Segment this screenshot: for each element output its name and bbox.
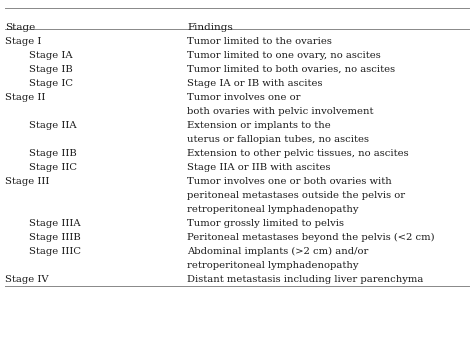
Text: Stage IB: Stage IB [29, 65, 73, 74]
Text: Abdominal implants (>2 cm) and/or: Abdominal implants (>2 cm) and/or [187, 247, 369, 256]
Text: Stage IIIA: Stage IIIA [29, 219, 80, 228]
Text: Stage IIIB: Stage IIIB [29, 233, 81, 242]
Text: Tumor limited to both ovaries, no ascites: Tumor limited to both ovaries, no ascite… [187, 65, 395, 74]
Text: Tumor limited to one ovary, no ascites: Tumor limited to one ovary, no ascites [187, 51, 381, 60]
Text: Distant metastasis including liver parenchyma: Distant metastasis including liver paren… [187, 275, 424, 284]
Text: Stage IV: Stage IV [5, 275, 49, 284]
Text: Stage IIC: Stage IIC [29, 163, 77, 172]
Text: Stage II: Stage II [5, 93, 46, 102]
Text: Tumor grossly limited to pelvis: Tumor grossly limited to pelvis [187, 219, 344, 228]
Text: Stage: Stage [5, 23, 35, 32]
Text: retroperitoneal lymphadenopathy: retroperitoneal lymphadenopathy [187, 205, 359, 214]
Text: Stage IA or IB with ascites: Stage IA or IB with ascites [187, 79, 323, 88]
Text: retroperitoneal lymphadenopathy: retroperitoneal lymphadenopathy [187, 261, 359, 270]
Text: uterus or fallopian tubes, no ascites: uterus or fallopian tubes, no ascites [187, 135, 369, 144]
Text: Stage IA: Stage IA [29, 51, 73, 60]
Text: Stage I: Stage I [5, 37, 41, 46]
Text: Extension or implants to the: Extension or implants to the [187, 121, 331, 130]
Text: Tumor involves one or both ovaries with: Tumor involves one or both ovaries with [187, 177, 392, 186]
Text: Stage IC: Stage IC [29, 79, 73, 88]
Text: Peritoneal metastases beyond the pelvis (<2 cm): Peritoneal metastases beyond the pelvis … [187, 233, 435, 242]
Text: both ovaries with pelvic involvement: both ovaries with pelvic involvement [187, 107, 374, 116]
Text: Stage IIB: Stage IIB [29, 149, 76, 158]
Text: Stage IIA or IIB with ascites: Stage IIA or IIB with ascites [187, 163, 331, 172]
Text: Tumor involves one or: Tumor involves one or [187, 93, 301, 102]
Text: Stage III: Stage III [5, 177, 49, 186]
Text: Stage IIA: Stage IIA [29, 121, 76, 130]
Text: Stage IIIC: Stage IIIC [29, 247, 81, 256]
Text: peritoneal metastases outside the pelvis or: peritoneal metastases outside the pelvis… [187, 191, 405, 200]
Text: Tumor limited to the ovaries: Tumor limited to the ovaries [187, 37, 332, 46]
Text: Extension to other pelvic tissues, no ascites: Extension to other pelvic tissues, no as… [187, 149, 409, 158]
Text: Findings: Findings [187, 23, 233, 32]
